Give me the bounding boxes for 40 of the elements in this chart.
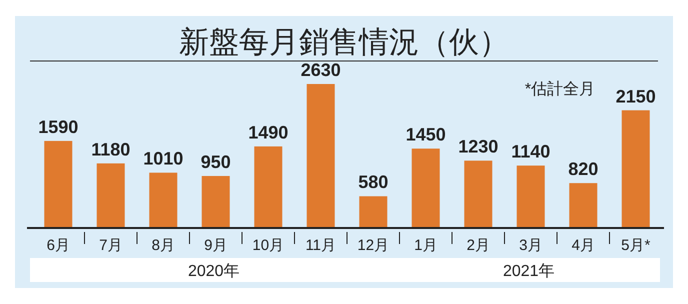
data-label: 1140 [511,142,550,162]
x-tick-label: 3月 [519,237,542,254]
x-tick-label: 8月 [152,237,175,254]
data-label: 950 [200,152,231,172]
annotation: *估計全月 [524,80,596,98]
text: 2021年 [502,263,555,280]
data-label: 820 [568,159,598,180]
bar [359,196,388,228]
bar [516,166,545,228]
bar [622,110,650,228]
x-tick-label: 10月 [252,237,284,254]
bar [569,183,598,228]
bar [464,160,492,228]
x-tick-label: 1月 [414,237,438,254]
x-tick-label: 12月 [357,237,390,254]
data-label: 1490 [248,122,288,142]
x-tick-label: 9月 [204,237,228,254]
bar [202,176,230,228]
data-label: 580 [358,172,388,192]
data-label: 2150 [616,86,656,106]
bar [44,140,72,228]
chart-title: 新盤每月銷售情況（伙） [179,26,509,59]
bar [306,84,335,228]
bar [254,146,282,228]
x-tick-label: 11月 [305,237,336,254]
x-tick-label: 2月 [466,237,490,254]
data-label: 1230 [458,136,498,157]
data-label: 1010 [143,148,184,169]
text: 2020年 [188,263,240,280]
data-label: 1590 [38,116,78,137]
bar [96,163,125,228]
bar [149,172,178,228]
x-tick-label: 4月 [572,237,595,254]
data-label: 1450 [406,124,446,145]
x-tick-label: 5月* [621,237,650,254]
x-tick-label: 6月 [46,237,70,254]
bar [412,148,440,228]
data-label: 2630 [300,60,341,80]
data-label: 1180 [91,139,130,160]
x-tick-label: 7月 [99,237,122,254]
